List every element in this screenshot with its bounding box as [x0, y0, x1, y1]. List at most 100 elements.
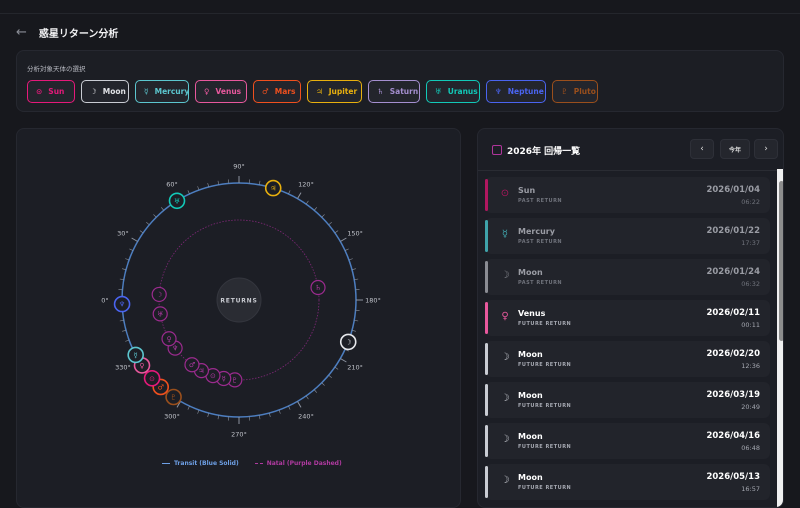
return-status: PAST RETURN: [518, 280, 562, 286]
degree-tick: [349, 259, 353, 260]
planet-color-bar: [485, 384, 488, 416]
planet-button-pluto[interactable]: ♇Pluto: [552, 80, 598, 103]
transit-jupiter-icon: ♃: [270, 185, 276, 193]
planet-button-label: Mercury: [155, 87, 190, 96]
planet-name: Moon: [518, 473, 543, 482]
degree-tick: [279, 410, 280, 414]
return-list-item[interactable]: ☽ Moon FUTURE RETURN 2026/03/19 20:49: [485, 382, 770, 418]
planet-button-saturn[interactable]: ♄ Saturn: [368, 80, 420, 103]
degree-label: 240°: [298, 413, 314, 421]
moon-symbol-icon: ☽: [498, 393, 512, 404]
page-header: ← 惑星リターン分析: [16, 25, 118, 40]
return-time: 00:11: [741, 321, 760, 329]
planet-button-jupiter[interactable]: ♃Jupiter: [307, 80, 362, 103]
planet-button-venus[interactable]: ♀Venus: [195, 80, 247, 103]
planet-button-label: Saturn: [390, 87, 418, 96]
return-time: 06:32: [741, 280, 760, 288]
natal-mars-icon: ♂: [189, 361, 195, 369]
degree-tick: [329, 375, 332, 378]
planet-name: Moon: [518, 350, 543, 359]
planet-button-neptune[interactable]: ♆Neptune: [486, 80, 546, 103]
degree-tick: [314, 390, 317, 393]
saturn-symbol-icon: ♄: [377, 87, 384, 96]
return-list-item[interactable]: ☿ Mercury PAST RETURN 2026/01/22 17:37: [485, 218, 770, 254]
return-status: FUTURE RETURN: [518, 444, 571, 450]
arrow-left-icon[interactable]: ←: [16, 25, 27, 40]
degree-tick: [198, 410, 199, 414]
planet-button-moon[interactable]: ☽Moon: [81, 80, 129, 103]
planet-button-label: Sun: [48, 87, 64, 96]
mars-symbol-icon: ♂: [262, 87, 269, 96]
return-chart-panel: 0°30°60°90°120°150°180°210°240°270°300°3…: [16, 128, 461, 508]
degree-tick: [306, 201, 308, 204]
degree-label: 300°: [164, 413, 180, 421]
moon-symbol-icon: ☽: [498, 475, 512, 486]
return-list-item[interactable]: ♀ Venus FUTURE RETURN 2026/02/11 00:11: [485, 300, 770, 336]
return-list-item[interactable]: ☽ Moon FUTURE RETURN 2026/05/13 16:57: [485, 464, 770, 500]
planet-button-sun[interactable]: ⊙ Sun: [27, 80, 75, 103]
return-status: PAST RETURN: [518, 198, 562, 204]
return-date: 2026/01/04: [706, 185, 760, 195]
return-date: 2026/05/13: [706, 472, 760, 482]
degree-tick: [298, 193, 302, 199]
return-time: 16:57: [741, 485, 760, 493]
planet-color-bar: [485, 261, 488, 293]
degree-label: 0°: [101, 297, 108, 305]
prev-year-button[interactable]: ‹: [690, 139, 714, 159]
sun-symbol-icon: ⊙: [498, 188, 512, 199]
return-date: 2026/03/19: [706, 390, 760, 400]
planet-name: Venus: [518, 309, 545, 318]
return-date: 2026/01/24: [706, 267, 760, 277]
legend-transit: Transit (Blue Solid): [162, 460, 239, 467]
degree-tick: [125, 259, 129, 260]
planet-color-bar: [485, 179, 488, 211]
return-list-item[interactable]: ⊙ Sun PAST RETURN 2026/01/04 06:22: [485, 177, 770, 213]
degree-label: 60°: [166, 180, 178, 188]
degree-label: 330°: [115, 364, 131, 372]
planet-button-mercury[interactable]: ☿Mercury: [135, 80, 189, 103]
planet-color-bar: [485, 220, 488, 252]
moon-symbol-icon: ☽: [498, 352, 512, 363]
degree-tick: [306, 396, 308, 399]
transit-pluto-icon: ♇: [170, 393, 176, 401]
planet-button-uranus[interactable]: ♅Uranus: [426, 80, 480, 103]
transit-sun-icon: ⊙: [149, 375, 155, 383]
planet-button-label: Uranus: [448, 87, 478, 96]
scrollbar-thumb[interactable]: [779, 181, 784, 341]
neptune-symbol-icon: ♆: [495, 87, 502, 96]
degree-tick: [298, 401, 302, 407]
planet-button-label: Venus: [216, 87, 242, 96]
scrollbar[interactable]: [777, 169, 784, 508]
planet-button-mars[interactable]: ♂Mars: [253, 80, 301, 103]
return-list-item[interactable]: ☽ Moon FUTURE RETURN 2026/02/20 12:36: [485, 341, 770, 377]
planet-name: Moon: [518, 391, 543, 400]
planet-button-label: Moon: [103, 87, 126, 96]
degree-tick: [322, 383, 325, 386]
return-time: 12:36: [741, 362, 760, 370]
degree-label: 30°: [117, 230, 129, 238]
degree-tick: [146, 222, 149, 225]
transit-venus-icon: ♀: [139, 362, 144, 370]
return-list-item[interactable]: ☽ Moon FUTURE RETURN 2026/04/16 06:48: [485, 423, 770, 459]
transit-moon-icon: ☽: [345, 338, 351, 346]
degree-label: 210°: [347, 364, 363, 372]
legend-natal: Natal (Purple Dashed): [255, 460, 342, 467]
planet-color-bar: [485, 343, 488, 375]
this-year-button[interactable]: 今年: [720, 139, 750, 159]
degree-tick: [288, 190, 290, 194]
return-list-item[interactable]: ☽ Moon PAST RETURN 2026/01/24 06:32: [485, 259, 770, 295]
natal-sun-icon: ⊙: [210, 372, 216, 380]
natal-venus-icon: ♀: [166, 335, 171, 343]
planet-button-label: Pluto: [574, 87, 596, 96]
planet-color-bar: [485, 302, 488, 334]
sun-symbol-icon: ⊙: [36, 87, 42, 96]
jupiter-symbol-icon: ♃: [316, 87, 323, 96]
degree-label: 270°: [231, 431, 247, 439]
return-status: FUTURE RETURN: [518, 362, 571, 368]
return-status: FUTURE RETURN: [518, 485, 571, 491]
return-status: FUTURE RETURN: [518, 403, 571, 409]
return-status: PAST RETURN: [518, 239, 562, 245]
planet-name: Moon: [518, 432, 543, 441]
next-year-button[interactable]: ›: [754, 139, 778, 159]
degree-tick: [153, 214, 156, 217]
